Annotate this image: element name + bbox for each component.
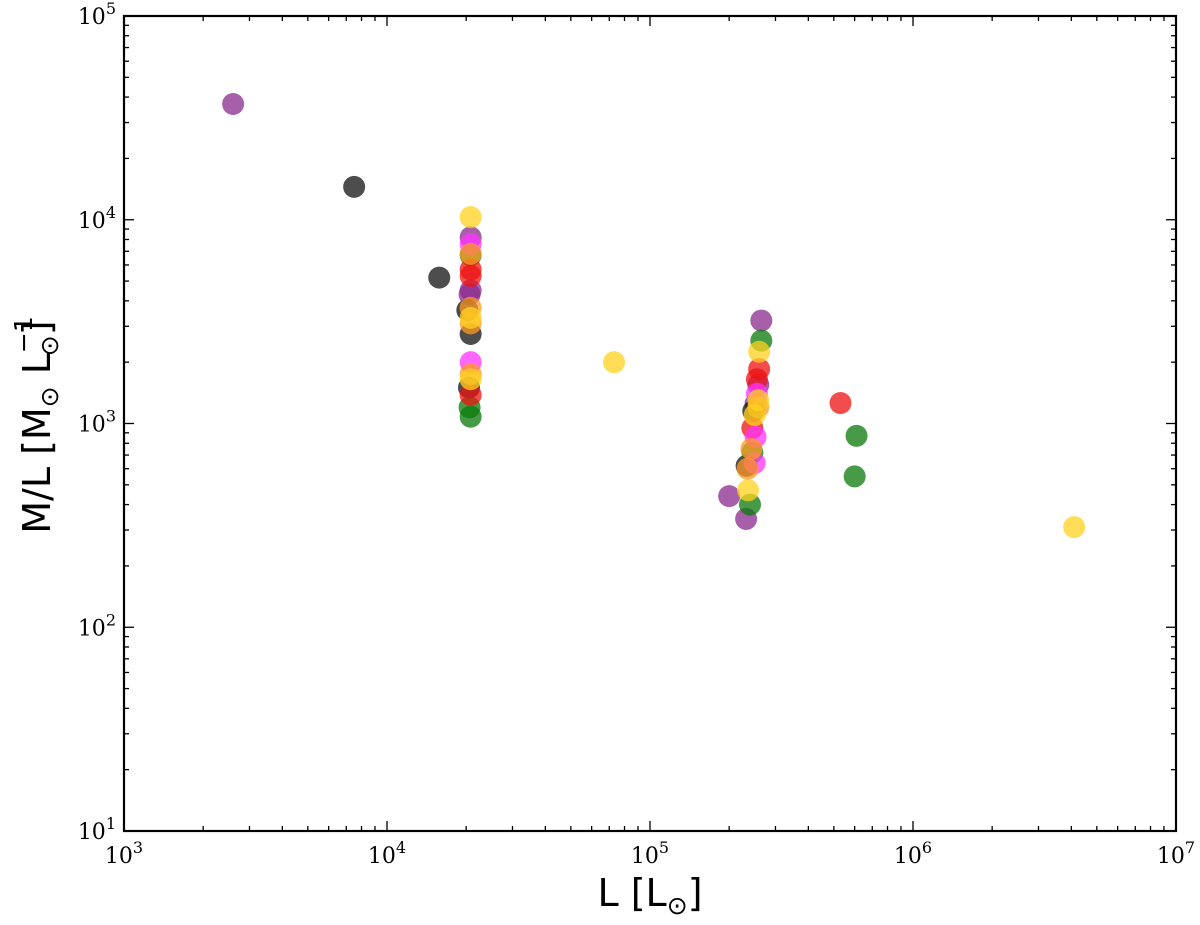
data-point-black <box>428 266 451 289</box>
data-points <box>222 92 1086 539</box>
data-point-orange <box>740 437 763 460</box>
plot-frame <box>122 14 1178 833</box>
x-tick-label: 106 <box>894 838 932 869</box>
y-tick-label: 104 <box>78 203 116 234</box>
data-point-red <box>459 383 482 406</box>
tick-labels: 103 104 105 106 107 101 102 103 104 105 <box>78 0 1195 869</box>
y-tick-label: 101 <box>78 814 116 845</box>
data-point-gold <box>603 351 626 374</box>
y-tick-label: 102 <box>78 610 116 641</box>
x-tick-label: 107 <box>1157 838 1195 869</box>
data-point-orange <box>736 457 759 480</box>
data-point-green <box>843 465 866 488</box>
data-point-gold <box>743 404 766 427</box>
data-point-gold <box>737 479 760 502</box>
x-tick-label: 104 <box>368 838 406 869</box>
x-tick-label: 105 <box>631 838 669 869</box>
data-point-purple <box>750 309 773 332</box>
data-point-purple <box>222 92 245 115</box>
y-tick-label: 105 <box>78 0 116 30</box>
x-axis-label: L [L⊙] <box>597 871 702 920</box>
data-point-purple <box>718 485 741 508</box>
data-point-gold <box>459 368 482 391</box>
data-point-red <box>829 392 852 415</box>
data-point-gold <box>459 206 482 229</box>
data-point-black <box>343 175 366 198</box>
plot-background <box>124 16 1176 831</box>
data-point-gold <box>748 340 771 363</box>
x-tick-label: 103 <box>105 838 143 869</box>
data-point-green <box>845 424 868 447</box>
data-point-gold <box>459 306 482 329</box>
data-point-red <box>459 258 482 281</box>
y-tick-label: 103 <box>78 407 116 438</box>
data-point-gold <box>1063 516 1086 539</box>
data-point-orange <box>459 242 482 265</box>
y-axis-label: M/L [M⊙ L−1⊙] <box>9 316 64 534</box>
